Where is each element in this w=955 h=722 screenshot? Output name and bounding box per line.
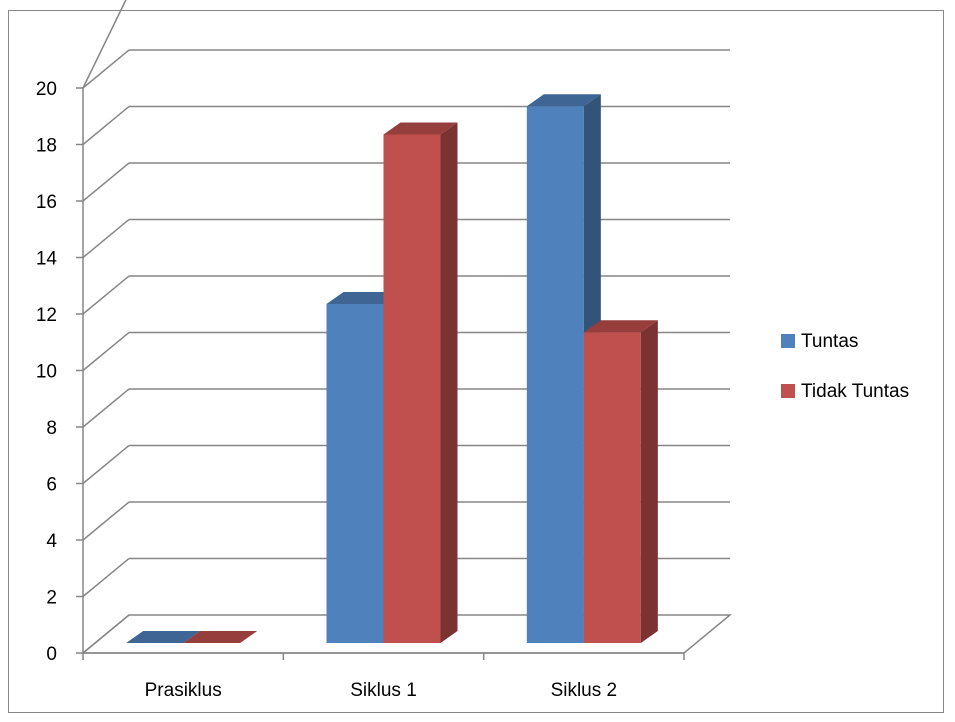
y-tick-label: 0 <box>46 644 57 665</box>
chart-frame <box>8 10 944 713</box>
bar-top <box>326 292 401 304</box>
gridline-side <box>82 444 130 485</box>
x-tick-label: Prasiklus <box>145 680 222 701</box>
y-tick-label: 14 <box>36 249 58 270</box>
y-tick-labels: 0 2 4 6 8 10 12 14 16 18 20 <box>36 79 58 665</box>
bar-front <box>526 106 584 643</box>
bar <box>183 631 258 643</box>
axes <box>76 87 685 660</box>
bar-side <box>640 320 658 643</box>
legend-label: Tuntas <box>801 331 858 352</box>
y-tick-label: 2 <box>46 588 57 609</box>
bar-front <box>583 332 641 643</box>
gridline-side <box>82 105 130 146</box>
bar <box>383 122 458 643</box>
gridline-side <box>82 388 130 428</box>
bars <box>126 94 658 643</box>
gridline-side <box>82 49 130 89</box>
gridline-side <box>82 218 130 259</box>
y-tick-label: 18 <box>36 136 57 157</box>
bar-side <box>440 122 458 643</box>
y-tick-label: 20 <box>36 79 57 100</box>
y-tick-label: 16 <box>36 192 57 213</box>
legend-swatch <box>781 334 795 348</box>
y-tick-label: 4 <box>46 531 57 552</box>
bar-top <box>383 122 458 135</box>
y-tick-label: 6 <box>46 475 57 496</box>
bar-top <box>583 320 658 333</box>
x-tick-label: Siklus 2 <box>551 680 618 701</box>
gridline-side <box>82 275 130 315</box>
bar <box>583 320 658 643</box>
bar-top <box>126 631 201 643</box>
gridline-side <box>82 614 130 654</box>
bar <box>126 631 201 643</box>
gridline-side <box>82 162 130 202</box>
gridline-side <box>82 331 130 372</box>
bar-top <box>526 94 601 107</box>
bar-front <box>383 134 441 643</box>
x-tick-label: Siklus 1 <box>350 680 417 701</box>
bar-front <box>326 304 384 643</box>
x-tick-labels: Prasiklus Siklus 1 Siklus 2 <box>145 680 617 701</box>
gridline-side <box>82 557 130 598</box>
y-tick-label: 10 <box>36 362 57 383</box>
legend-swatch <box>781 384 795 398</box>
bar-top <box>183 631 258 643</box>
y-tick-label: 8 <box>46 418 57 439</box>
legend-label: Tidak Tuntas <box>801 381 909 402</box>
y-tick-label: 12 <box>36 305 57 326</box>
gridline-side <box>82 0 127 89</box>
gridline-side <box>82 501 130 541</box>
legend: Tuntas Tidak Tuntas <box>781 331 909 402</box>
